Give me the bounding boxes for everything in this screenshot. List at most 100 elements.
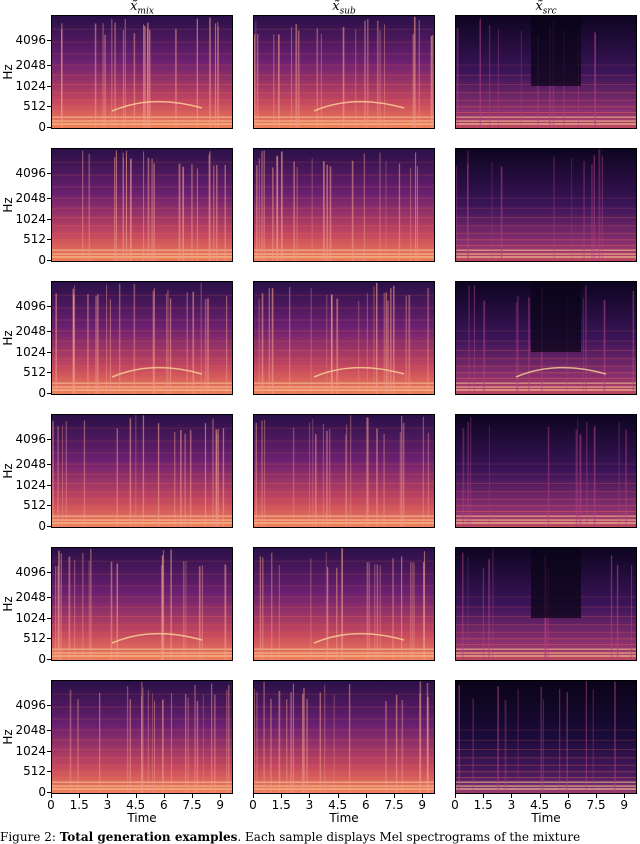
x-tick-mark: [51, 794, 52, 798]
y-tick-label: 0: [38, 518, 46, 533]
y-tick-mark: [47, 525, 51, 527]
y-tick-label: 4096: [15, 432, 46, 447]
y-tick-mark: [47, 617, 51, 619]
x-tick-mark: [107, 794, 109, 798]
column-title-sub: x̃sub: [253, 0, 435, 17]
y-tick-mark: [47, 484, 51, 486]
x-tick-label: 7.5: [182, 798, 202, 812]
y-tick-mark: [47, 218, 51, 220]
column-title-src: x̃src: [455, 0, 637, 17]
y-tick-mark: [47, 259, 51, 261]
x-tick-label: 4.5: [126, 798, 146, 812]
y-tick-label: 1024: [15, 743, 46, 758]
spectrogram-sub: [253, 414, 435, 528]
y-tick-mark: [47, 597, 51, 599]
x-axis-label: Time: [329, 811, 359, 825]
y-tick-label: 0: [38, 252, 46, 267]
y-tick-label: 1024: [15, 211, 46, 226]
x-tick-label: 0: [47, 798, 55, 812]
y-tick-mark: [47, 464, 51, 466]
y-tick-label: 4096: [15, 698, 46, 713]
x-tick-mark: [422, 794, 424, 798]
y-tick-mark: [47, 572, 51, 574]
x-tick-mark: [309, 794, 311, 798]
spectrogram-mix: [51, 414, 233, 528]
y-tick-label: 2048: [15, 324, 46, 339]
y-tick-label: 2048: [15, 457, 46, 472]
y-tick-label: 4096: [15, 565, 46, 580]
y-tick-label: 512: [23, 232, 46, 247]
y-tick-label: 4096: [15, 33, 46, 48]
y-tick-mark: [47, 351, 51, 353]
spectrogram-src: [455, 148, 637, 262]
x-tick-mark: [135, 794, 137, 798]
column-title-mix: x̃mix: [51, 0, 233, 17]
y-tick-mark: [47, 392, 51, 394]
spectrogram-src: [455, 281, 637, 395]
y-tick-mark: [47, 372, 51, 374]
caption-bold: Total generation examples: [59, 830, 238, 844]
spectrogram-src: [455, 414, 637, 528]
spectrogram-mix: [51, 680, 233, 794]
spectrogram-sub: [253, 281, 435, 395]
y-tick-mark: [47, 658, 51, 660]
y-tick-mark: [47, 173, 51, 175]
x-tick-label: 1.5: [69, 798, 89, 812]
x-tick-mark: [539, 794, 541, 798]
y-tick-mark: [47, 198, 51, 200]
y-tick-label: 2048: [15, 191, 46, 206]
y-tick-mark: [47, 331, 51, 333]
y-tick-mark: [47, 638, 51, 640]
spectrogram-sub: [253, 15, 435, 129]
y-tick-label: 2048: [15, 590, 46, 605]
x-tick-label: 4.5: [530, 798, 550, 812]
x-tick-mark: [365, 794, 367, 798]
column-title-sub: mix: [137, 6, 154, 17]
x-tick-label: 1.5: [473, 798, 493, 812]
y-tick-label: 0: [38, 651, 46, 666]
x-tick-label: 1.5: [271, 798, 291, 812]
x-tick-label: 9: [216, 798, 225, 812]
spectrogram-mix: [51, 148, 233, 262]
x-tick-mark: [567, 794, 569, 798]
y-tick-mark: [47, 791, 51, 793]
caption-rest: . Each sample displays Mel spectrograms …: [237, 830, 581, 844]
x-tick-label: 3: [305, 798, 314, 812]
x-tick-label: 7.5: [384, 798, 404, 812]
spectrogram-src: [455, 680, 637, 794]
y-tick-mark: [47, 126, 51, 128]
x-tick-label: 9: [418, 798, 427, 812]
y-tick-label: 2048: [15, 58, 46, 73]
y-tick-label: 512: [23, 764, 46, 779]
x-tick-label: 0: [249, 798, 257, 812]
x-tick-mark: [192, 794, 194, 798]
y-tick-label: 4096: [15, 166, 46, 181]
x-tick-mark: [596, 794, 598, 798]
y-tick-label: 512: [23, 365, 46, 380]
x-axis-label: Time: [127, 811, 157, 825]
y-tick-mark: [47, 85, 51, 87]
x-tick-mark: [624, 794, 626, 798]
spectrogram-src: [455, 547, 637, 661]
y-tick-label: 1024: [15, 610, 46, 625]
x-tick-mark: [394, 794, 396, 798]
y-tick-mark: [47, 239, 51, 241]
caption-prefix: Figure 2:: [0, 830, 60, 844]
x-tick-label: 0: [451, 798, 459, 812]
figure-caption: Figure 2: Total generation examples. Eac…: [0, 830, 640, 844]
x-tick-mark: [455, 794, 456, 798]
y-tick-mark: [47, 106, 51, 108]
x-tick-label: 4.5: [328, 798, 348, 812]
y-tick-mark: [47, 306, 51, 308]
x-tick-mark: [281, 794, 283, 798]
y-tick-label: 512: [23, 498, 46, 513]
y-tick-label: 512: [23, 631, 46, 646]
x-tick-label: 9: [620, 798, 629, 812]
spectrogram-mix: [51, 281, 233, 395]
spectrogram-sub: [253, 680, 435, 794]
y-tick-label: 1024: [15, 477, 46, 492]
spectrogram-src: [455, 15, 637, 129]
x-tick-label: 7.5: [586, 798, 606, 812]
x-tick-mark: [163, 794, 165, 798]
